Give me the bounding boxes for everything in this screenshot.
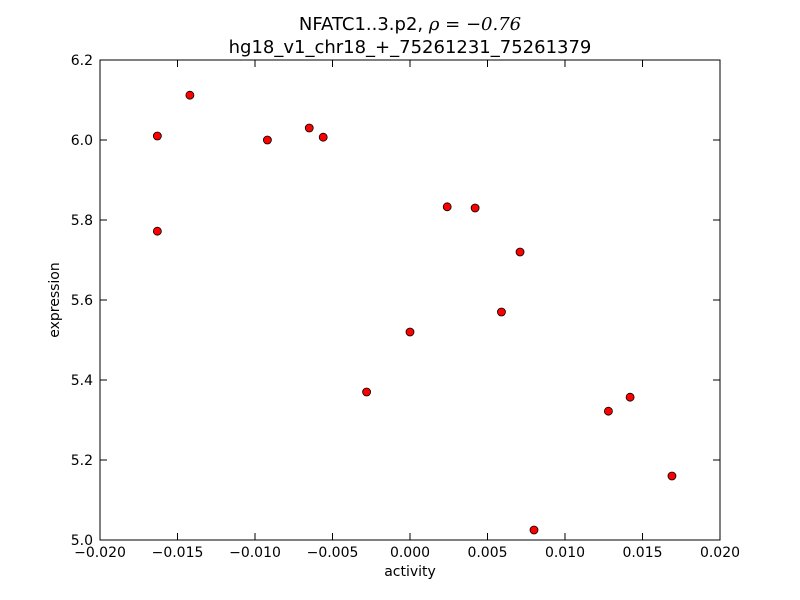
x-tick-label: 0.010 (545, 545, 585, 561)
y-tick-label: 6.2 (71, 53, 93, 69)
data-point (515, 247, 525, 257)
data-point (529, 525, 539, 535)
y-tick-label: 6.0 (71, 133, 93, 149)
x-tick-label: −0.020 (74, 545, 126, 561)
data-point (625, 392, 635, 402)
y-tick-label: 5.0 (71, 533, 93, 549)
data-point (667, 471, 677, 481)
data-point (185, 90, 195, 100)
y-tick-label: 5.4 (71, 373, 93, 389)
data-point (497, 307, 506, 317)
y-tick-label: 5.8 (71, 213, 93, 229)
data-point (604, 406, 613, 416)
data-point (318, 132, 328, 142)
chart-title-text: NFATC1..3.p2, (299, 14, 429, 35)
x-tick-label: 0.015 (622, 545, 662, 561)
x-tick-label: 0.020 (700, 545, 740, 561)
x-axis-label: activity (384, 564, 436, 580)
chart-title-rho: ρ = −0.76 (428, 14, 521, 35)
data-point (262, 135, 272, 145)
data-point (362, 387, 372, 397)
x-tick-label: 0.005 (467, 545, 507, 561)
y-axis-label: expression (47, 262, 63, 338)
y-tick-label: 5.6 (71, 293, 93, 309)
plot-frame (99, 59, 721, 541)
x-tick-label: 0.000 (390, 545, 430, 561)
data-points (152, 90, 677, 535)
x-tick-label: −0.010 (229, 545, 281, 561)
chart-title: NFATC1..3.p2, ρ = −0.76 (299, 14, 521, 35)
chart-subtitle: hg18_v1_chr18_+_75261231_75261379 (229, 37, 592, 58)
y-tick-label: 5.2 (71, 453, 93, 469)
x-tick-label: −0.015 (152, 545, 204, 561)
data-point (152, 226, 162, 236)
data-point (304, 123, 314, 133)
data-point (405, 327, 415, 337)
data-point (442, 202, 452, 212)
data-point (152, 131, 162, 141)
axis-ticks: −0.020 −0.015 −0.010 −0.005 0.000 0.005 0.010 0… (71, 53, 740, 561)
data-point (470, 203, 480, 213)
x-tick-label: −0.005 (307, 545, 359, 561)
